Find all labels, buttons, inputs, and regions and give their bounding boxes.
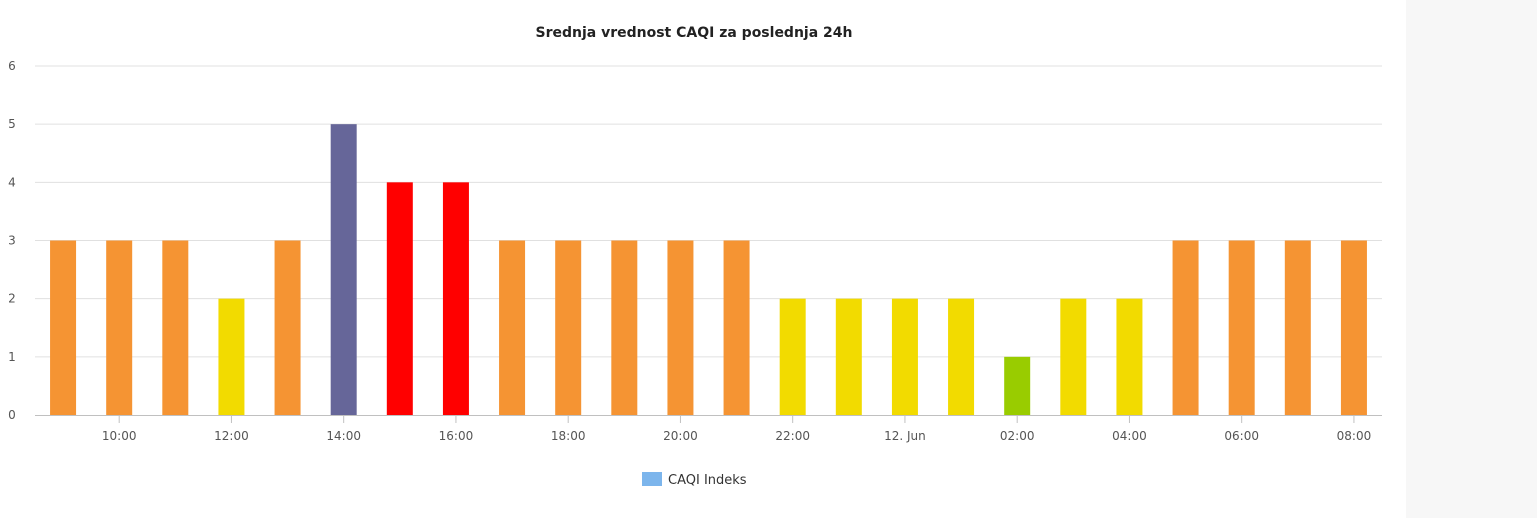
x-tick-label: 08:00 — [1337, 429, 1372, 443]
page-gutter — [1406, 0, 1537, 518]
y-tick-label: 3 — [8, 234, 16, 248]
x-tick-label: 18:00 — [551, 429, 586, 443]
bar[interactable] — [386, 182, 413, 415]
bar[interactable] — [1116, 298, 1143, 415]
bar[interactable] — [611, 240, 638, 416]
legend[interactable]: CAQI Indeks — [642, 472, 747, 488]
x-tick-label: 06:00 — [1224, 429, 1259, 443]
x-tick-label: 02:00 — [1000, 429, 1035, 443]
bar[interactable] — [442, 182, 469, 415]
y-tick-label: 5 — [8, 117, 16, 131]
x-tick-label: 20:00 — [663, 429, 698, 443]
y-tick-label: 0 — [8, 408, 16, 422]
grid-lines — [35, 65, 1382, 358]
x-tick-label: 10:00 — [102, 429, 137, 443]
bar[interactable] — [948, 298, 975, 415]
bar[interactable] — [1004, 356, 1031, 415]
bar[interactable] — [1340, 240, 1367, 416]
caqi-bar-chart: Srednja vrednost CAQI za poslednja 24h 0… — [8, 25, 1382, 488]
bar[interactable] — [218, 298, 245, 415]
x-tick-label: 16:00 — [439, 429, 474, 443]
x-tick-label: 12. Jun — [884, 429, 926, 443]
bar[interactable] — [274, 240, 301, 416]
bar[interactable] — [106, 240, 133, 416]
bar[interactable] — [1172, 240, 1199, 416]
legend-label[interactable]: CAQI Indeks — [668, 473, 747, 488]
y-tick-label: 6 — [8, 59, 16, 73]
bar[interactable] — [1060, 298, 1087, 415]
x-axis-ticks: 10:00 12:00 14:00 16:00 18:00 20:00 22:00 12. J… — [102, 415, 1371, 443]
bar[interactable] — [667, 240, 694, 416]
bar[interactable] — [330, 124, 357, 416]
bar[interactable] — [555, 240, 582, 416]
y-tick-label: 1 — [8, 350, 16, 364]
bar[interactable] — [779, 298, 806, 415]
bar[interactable] — [835, 298, 862, 415]
bar[interactable] — [891, 298, 918, 415]
bar[interactable] — [499, 240, 526, 416]
bar[interactable] — [723, 240, 750, 416]
y-tick-label: 4 — [8, 175, 16, 189]
bar[interactable] — [1228, 240, 1255, 416]
x-tick-label: 04:00 — [1112, 429, 1147, 443]
bar[interactable] — [162, 240, 189, 416]
bar[interactable] — [1284, 240, 1311, 416]
y-axis-ticks: 0 1 2 3 4 5 6 — [8, 59, 16, 422]
chart-card: Srednja vrednost CAQI za poslednja 24h 0… — [8, 25, 1382, 488]
bar-series[interactable] — [50, 124, 1367, 416]
x-tick-label: 14:00 — [326, 429, 361, 443]
x-tick-label: 22:00 — [775, 429, 810, 443]
y-tick-label: 2 — [8, 292, 16, 306]
bar[interactable] — [50, 240, 77, 416]
x-tick-label: 12:00 — [214, 429, 249, 443]
legend-swatch — [642, 472, 662, 486]
chart-title: Srednja vrednost CAQI za poslednja 24h — [535, 25, 852, 41]
